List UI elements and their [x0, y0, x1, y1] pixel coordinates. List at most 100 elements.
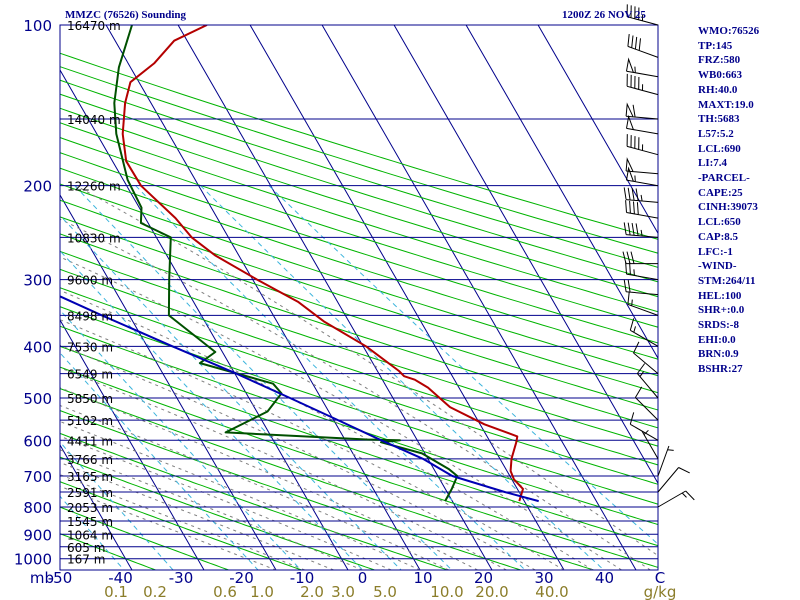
moist-adiabat-line	[60, 435, 392, 570]
pressure-tick-label: 700	[23, 468, 52, 486]
height-label: 3766 m	[67, 453, 113, 467]
wind-barb	[636, 363, 659, 399]
mixing-ratio-line	[60, 214, 402, 570]
wind-barb	[626, 114, 659, 135]
wind-barb	[657, 490, 695, 508]
stat-line: EHI:0.0	[698, 333, 736, 346]
height-label: 16470 m	[67, 19, 121, 33]
dry-adiabat-line	[60, 306, 658, 505]
wind-barb	[625, 200, 659, 219]
height-label: 2591 m	[67, 486, 113, 500]
stat-line: SRDS:-8	[698, 319, 739, 332]
stat-line: CAP:8.5	[698, 230, 739, 243]
stat-line: LCL:690	[698, 142, 741, 155]
wind-barb	[627, 292, 659, 316]
dry-adiabat-line	[60, 366, 658, 568]
temperature-tick-label: 40	[595, 569, 614, 587]
wind-barb	[626, 57, 659, 78]
moist-adiabat-line	[60, 344, 536, 570]
stat-line: CINH:39073	[698, 201, 758, 214]
mixing-ratio-line	[60, 495, 125, 570]
isotherm-line	[465, 25, 658, 360]
mixing-ratio-line	[74, 185, 453, 570]
temperature-tick-label: 10	[413, 569, 432, 587]
wind-barb	[633, 341, 659, 374]
dry-adiabat-line	[60, 216, 658, 411]
plot-frame	[59, 24, 659, 571]
wind-barb	[657, 445, 674, 477]
dry-adiabat-line	[60, 268, 658, 466]
temperature-tick-label: -10	[290, 569, 315, 587]
isotherm-line	[60, 568, 61, 570]
wind-barb	[622, 251, 658, 265]
moist-adiabat-line	[60, 256, 622, 570]
temperature-tick-label: -40	[108, 569, 133, 587]
height-label: 6549 m	[67, 368, 113, 382]
mixing-ratio-tick-label: 3.0	[331, 583, 355, 600]
height-label: 10830 m	[67, 231, 121, 245]
dry-adiabat-line	[60, 199, 658, 394]
moist-adiabat-line	[60, 218, 651, 570]
wind-barb	[627, 34, 659, 58]
isotherm-line	[321, 25, 637, 570]
isotherm-line	[60, 443, 133, 570]
mixing-ratio-tick-label: 0.6	[213, 583, 237, 600]
wind-barbs	[622, 4, 695, 508]
dry-adiabat-line	[60, 79, 658, 268]
stat-line: MAXT:19.0	[698, 98, 754, 111]
dry-adiabat-line	[60, 456, 375, 570]
wind-barb	[634, 386, 659, 421]
height-label: 5850 m	[67, 392, 113, 406]
temperature-tick-label: 30	[534, 569, 553, 587]
wind-barb	[625, 261, 659, 281]
mixing-ratio-tick-label: 0.2	[143, 583, 167, 600]
pressure-tick-label: 900	[23, 526, 52, 544]
wind-barb	[657, 467, 690, 493]
mixing-ratio-tick-label: 40.0	[535, 583, 568, 600]
dry-adiabat-line	[60, 287, 658, 485]
valid-time: 1200Z 26 NOV 25	[562, 9, 646, 21]
mixing-ratio-line	[60, 352, 259, 570]
wind-barb	[625, 102, 659, 120]
dry-adiabat-line	[60, 345, 658, 547]
height-label: 1064 m	[67, 528, 113, 542]
stat-line: -PARCEL-	[698, 172, 750, 185]
stat-line: TH:5683	[698, 113, 740, 126]
moist-adiabat-line	[75, 185, 658, 557]
isotherm-line	[177, 25, 493, 570]
temperature-line	[121, 25, 524, 502]
stat-line: BSHR:27	[698, 363, 743, 376]
mixing-ratio-line	[268, 185, 658, 545]
wind-barb	[626, 73, 659, 96]
wind-barb	[629, 412, 659, 441]
dry-adiabat-line	[60, 152, 658, 344]
height-label: 12260 m	[67, 180, 121, 194]
stat-line: WMO:76526	[698, 25, 760, 37]
moist-adiabat-line	[60, 474, 305, 570]
dry-adiabat-line	[60, 93, 658, 283]
height-label: 8498 m	[67, 309, 113, 323]
height-label: 167 m	[67, 553, 105, 567]
mixing-ratio-line	[135, 185, 526, 570]
dry-adiabat-line	[60, 387, 594, 570]
stat-line: LCL:650	[698, 216, 741, 229]
stats-panel: WMO:76526 TP:145 FRZ:580 WB0:663 RH:40.0 MAXT…	[698, 24, 798, 377]
dry-adiabat-line	[60, 250, 658, 447]
mixing-ratio-tick-label: 20.0	[475, 583, 508, 600]
isotherm-line	[393, 25, 658, 485]
wind-barb	[623, 222, 659, 238]
stat-line: LFC:-1	[698, 245, 733, 258]
mixing-ratio-tick-label: 10.0	[430, 583, 463, 600]
stat-line: BRN:0.9	[698, 348, 739, 361]
dry-adiabat-line	[60, 183, 658, 377]
wind-barb	[629, 318, 659, 347]
mixing-ratio-tick-label: 2.0	[300, 583, 324, 600]
stat-line: CAPE:25	[698, 186, 743, 199]
grid-layer	[60, 25, 658, 570]
series-layer	[60, 25, 539, 503]
isotherm-line	[60, 318, 205, 570]
wind-barb	[626, 4, 659, 26]
stat-line: SHR+:0.0	[698, 304, 745, 317]
height-label: 14040 m	[67, 113, 121, 127]
